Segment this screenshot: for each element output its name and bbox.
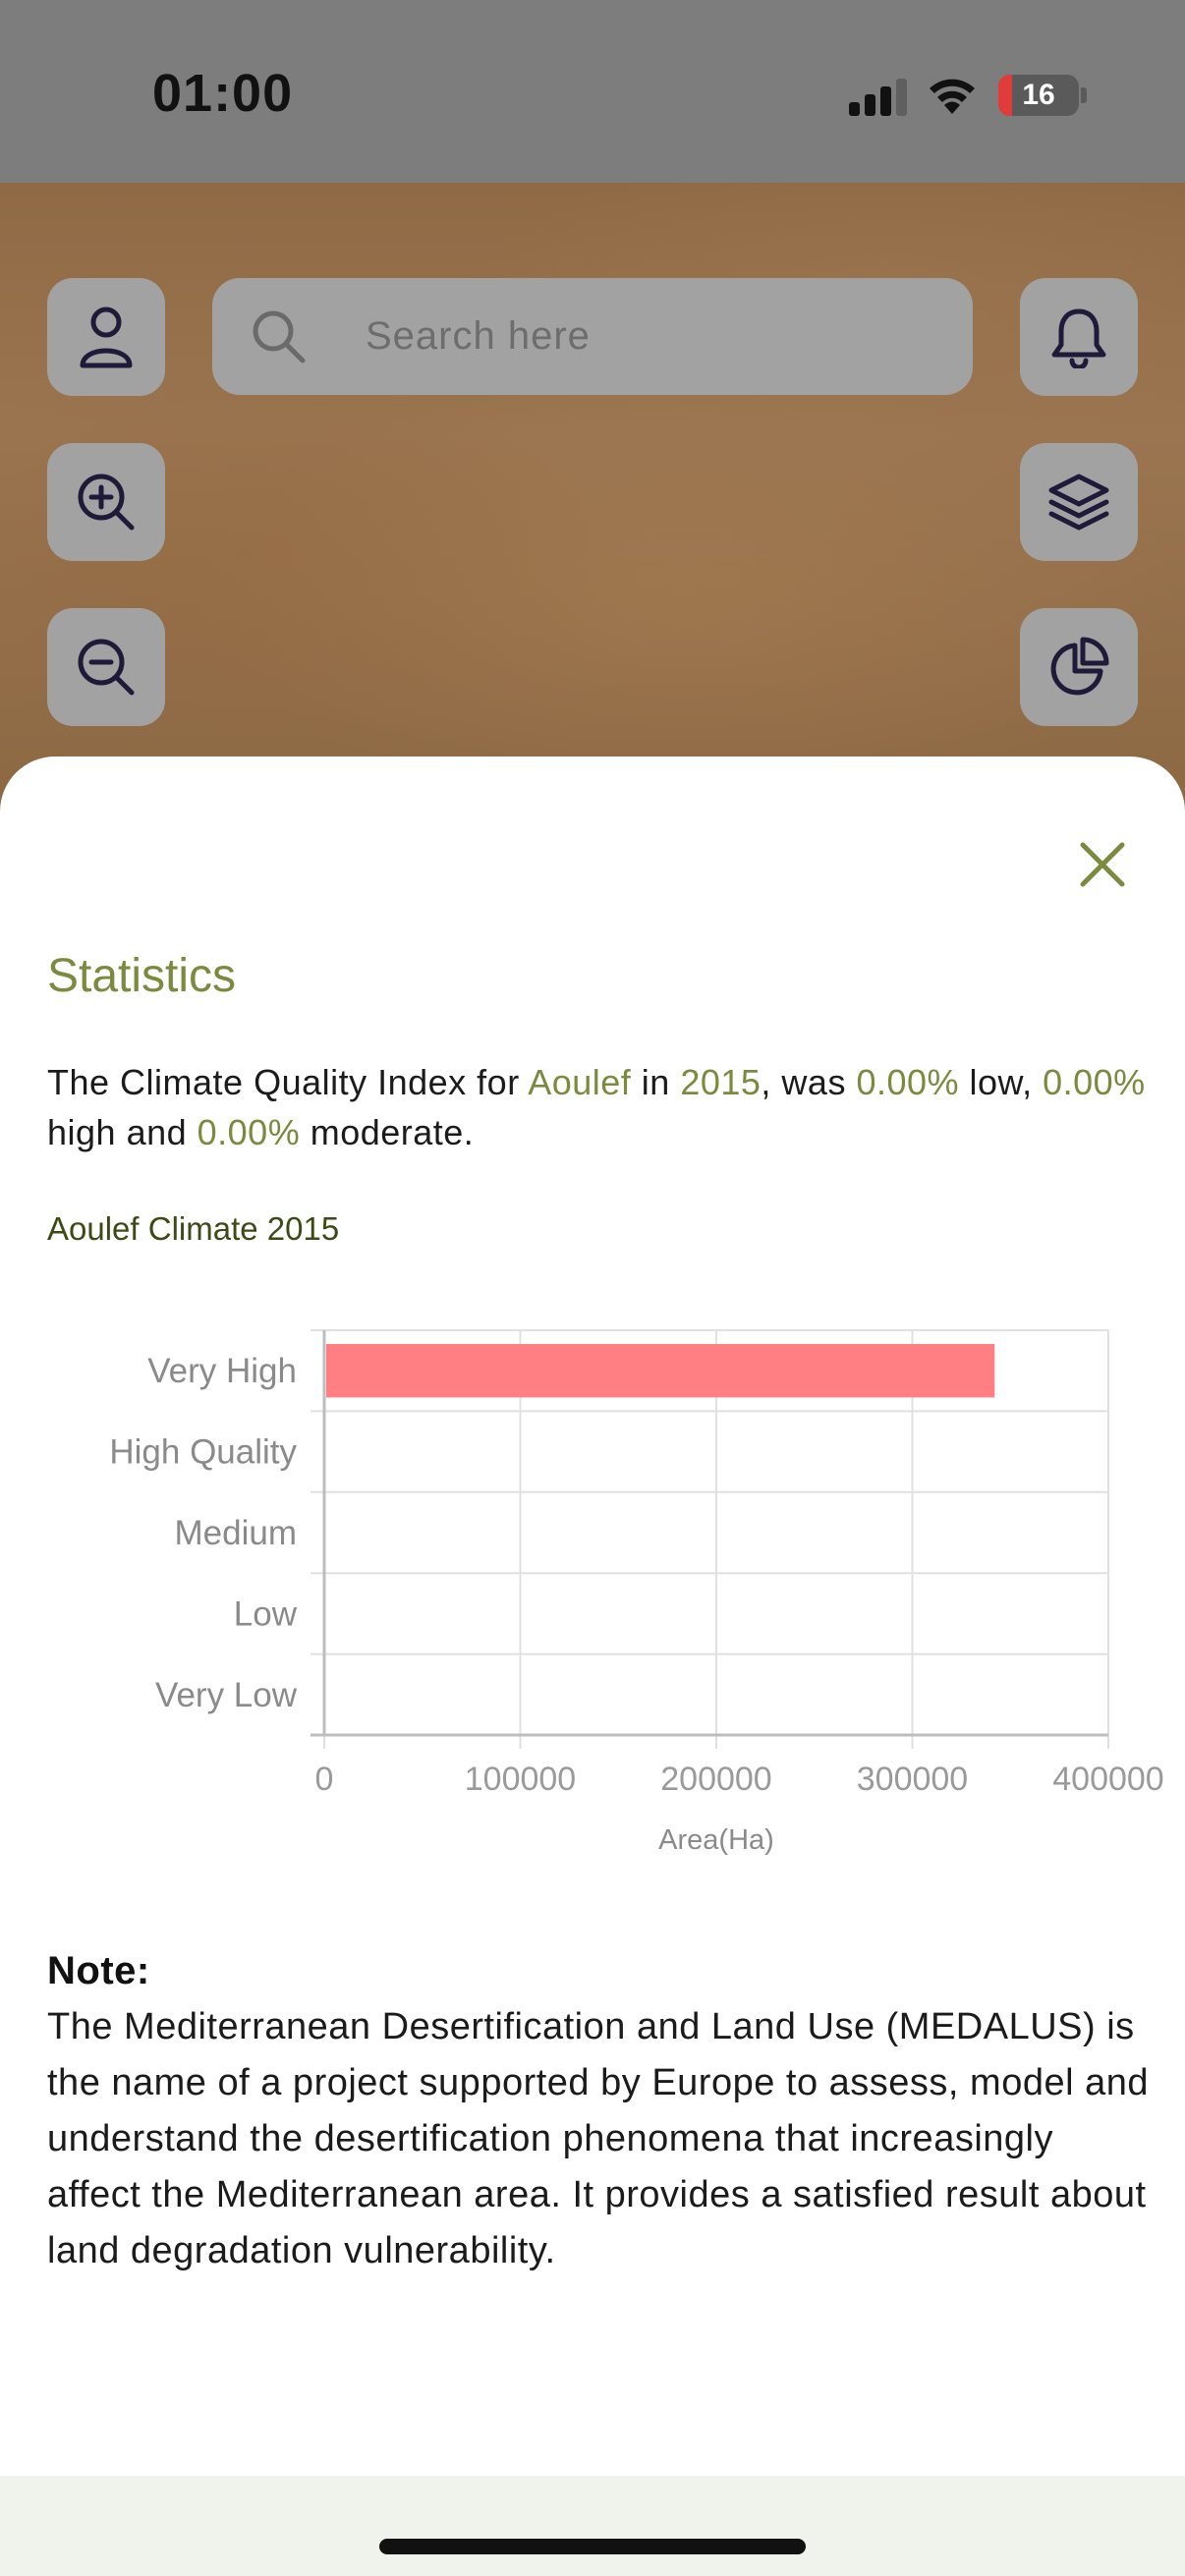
y-category-label: High Quality [109, 1433, 297, 1472]
layers-icon [1048, 474, 1109, 531]
note-body: The Mediterranean Desertification and La… [47, 2006, 1149, 2271]
chart-title: Aoulef Climate 2015 [47, 1210, 340, 1247]
search-bar[interactable] [212, 278, 973, 395]
x-tick-label: 400000 [1052, 1761, 1163, 1798]
bottom-bar [0, 2476, 1185, 2576]
sheet-title: Statistics [47, 950, 237, 1002]
battery-level: 16 [1022, 79, 1055, 111]
bell-icon [1051, 308, 1106, 368]
y-category-label: Medium [175, 1514, 297, 1552]
battery-icon: 16 [998, 75, 1079, 116]
close-button[interactable] [1075, 837, 1130, 892]
note-title: Note: [47, 1949, 150, 1992]
notifications-button[interactable] [1020, 278, 1138, 396]
cellular-signal-icon [849, 79, 907, 116]
statistics-sheet [0, 756, 1185, 2476]
statistics-button[interactable] [1020, 608, 1138, 726]
climate-bar-chart: 0 100000 200000 300000 400000 Very High High Q… [109, 1329, 1164, 1856]
x-tick-label: 0 [315, 1761, 334, 1798]
user-icon [80, 307, 133, 368]
climate-summary: The Climate Quality Index for Aoulef in … [47, 1062, 1146, 1152]
y-category-label: Low [234, 1595, 298, 1633]
search-input[interactable] [366, 278, 935, 395]
y-category-label: Very Low [155, 1676, 298, 1714]
wifi-icon [930, 79, 975, 114]
x-axis-label: Area(Ha) [658, 1824, 774, 1856]
status-time: 01:00 [152, 64, 294, 123]
summary-moderate: 0.00% [197, 1112, 301, 1152]
x-tick-label: 200000 [660, 1761, 771, 1798]
zoom-out-button[interactable] [47, 608, 165, 726]
summary-place: Aoulef [528, 1062, 632, 1102]
home-indicator[interactable] [379, 2539, 806, 2554]
status-bar: 01:00 16 [0, 0, 1185, 183]
y-category-label: Very High [147, 1352, 297, 1390]
layers-button[interactable] [1020, 443, 1138, 561]
x-tick-label: 100000 [465, 1761, 576, 1798]
zoom-in-icon [78, 474, 135, 531]
pie-chart-icon [1050, 637, 1109, 696]
zoom-in-button[interactable] [47, 443, 165, 561]
summary-high: 0.00% [1043, 1062, 1146, 1102]
x-tick-label: 300000 [857, 1761, 968, 1798]
search-icon [253, 310, 306, 364]
summary-low: 0.00% [856, 1062, 960, 1102]
profile-button[interactable] [47, 278, 165, 396]
bar-very-high [326, 1344, 995, 1398]
zoom-out-icon [78, 639, 135, 696]
summary-year: 2015 [680, 1062, 762, 1102]
map-view[interactable] [0, 183, 1185, 812]
note-section: Note: The Mediterranean Desertification … [47, 1943, 1157, 2279]
